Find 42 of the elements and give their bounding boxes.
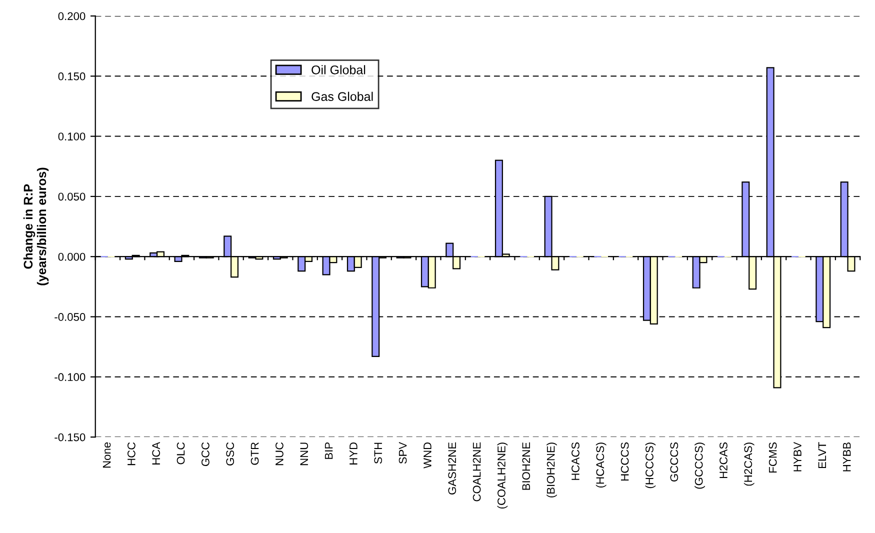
legend-label: Gas Global [312, 92, 373, 101]
x-tick-label: HYD [350, 442, 358, 464]
y-tick-label: 0.050 [58, 192, 86, 201]
x-tick-label: NUC [276, 442, 284, 466]
x-tick-label: HCCCS [620, 442, 629, 481]
y-tick-label: 0.150 [58, 72, 86, 80]
x-tick-label: NNU [300, 442, 308, 466]
x-tick-label: HYBB [843, 442, 851, 472]
x-tick-label: (BIOH2NE) [546, 442, 557, 498]
x-tick-label: (H2CAS) [744, 442, 754, 486]
y-tick-label: 0.000 [58, 252, 86, 261]
x-tick-label: HCACS [572, 442, 580, 480]
x-tick-label: WND [424, 442, 432, 468]
x-tick-label: (HCCCS) [645, 442, 656, 488]
y-tick-label: -0.050 [54, 313, 86, 321]
x-tick-label: ELVT [818, 442, 826, 468]
x-tick-label: COALH2NE [472, 442, 481, 502]
x-tick-label: H2CAS [720, 442, 728, 478]
y-tick-label: -0.100 [54, 373, 86, 382]
x-tick-label: FCMS [768, 442, 777, 472]
x-tick-label: GCC [202, 442, 210, 466]
x-tick-label: SPV [398, 442, 407, 464]
x-tick-label: GCCCS [670, 442, 678, 482]
x-tick-label: OLC [176, 442, 185, 464]
y-tick-label: 0.200 [58, 12, 86, 20]
x-tick-label: (GCCCS) [694, 442, 705, 489]
x-tick-label: HYBV [794, 442, 802, 472]
x-tick-label: (HCACS) [596, 442, 606, 488]
x-tick-label: HCC [127, 442, 136, 466]
x-tick-label: GTR [250, 442, 259, 465]
x-tick-label: BIOH2NE [522, 442, 530, 490]
y-tick-label: 0.100 [58, 132, 86, 140]
x-tick-label: None [102, 442, 111, 468]
y-tick-label: -0.150 [54, 433, 86, 442]
legend-label: Oil Global [312, 65, 366, 74]
x-tick-label: STH [374, 442, 382, 464]
x-tick-label: (COALH2NE) [497, 442, 508, 509]
x-tick-label: HCA [152, 442, 160, 464]
x-tick-label: GSC [226, 442, 234, 466]
y-axis-title: Change in R:P (years/billion euros) [23, 168, 49, 286]
x-tick-label: BIP [324, 442, 333, 459]
x-tick-label: GASH2NE [448, 442, 456, 494]
